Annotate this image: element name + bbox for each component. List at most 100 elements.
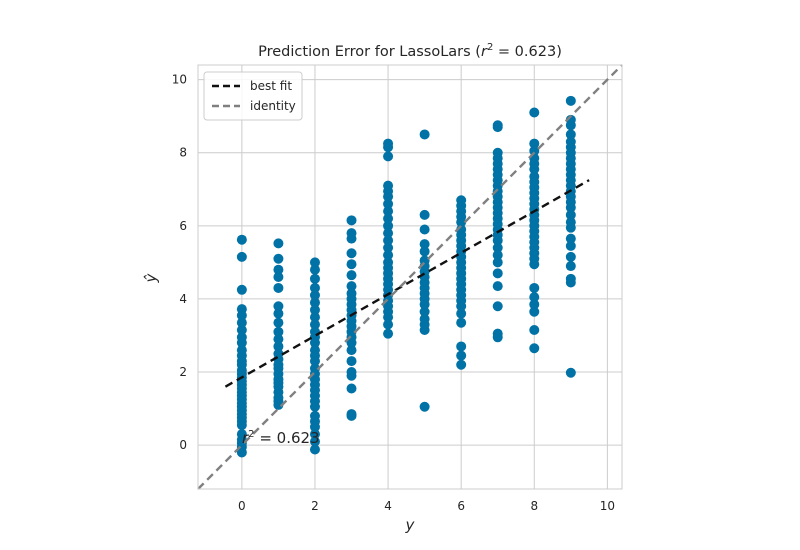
data-point bbox=[419, 209, 430, 220]
data-point bbox=[236, 284, 247, 295]
data-point bbox=[529, 343, 540, 354]
data-point bbox=[273, 341, 284, 352]
data-point bbox=[346, 233, 357, 244]
y-tick-label: 10 bbox=[172, 73, 187, 87]
data-point bbox=[383, 328, 394, 339]
data-point bbox=[492, 332, 503, 343]
data-point bbox=[236, 251, 247, 262]
x-tick-label: 2 bbox=[311, 499, 319, 513]
x-axis-label: y bbox=[405, 516, 416, 534]
y-tick-label: 4 bbox=[179, 292, 187, 306]
data-point bbox=[565, 202, 576, 213]
r2-annotation: r2 = 0.623 bbox=[242, 429, 320, 447]
data-point bbox=[456, 308, 467, 319]
data-point bbox=[492, 235, 503, 246]
best-fit-line bbox=[224, 179, 590, 388]
data-point bbox=[346, 370, 357, 381]
identity-line bbox=[197, 64, 623, 490]
data-point bbox=[529, 306, 540, 317]
data-point bbox=[273, 253, 284, 264]
data-point bbox=[346, 281, 357, 292]
data-point bbox=[419, 239, 430, 250]
data-point bbox=[273, 264, 284, 275]
data-point bbox=[236, 447, 247, 458]
data-point bbox=[273, 282, 284, 293]
data-point bbox=[309, 429, 320, 440]
data-point bbox=[309, 264, 320, 275]
x-tick-label: 10 bbox=[600, 499, 615, 513]
data-point bbox=[529, 292, 540, 303]
data-point bbox=[529, 138, 540, 149]
x-tick-label: 8 bbox=[530, 499, 538, 513]
data-point bbox=[529, 145, 540, 156]
data-point bbox=[565, 129, 576, 140]
data-point bbox=[456, 359, 467, 370]
data-point bbox=[492, 122, 503, 133]
data-point bbox=[236, 234, 247, 245]
data-points bbox=[236, 95, 576, 458]
data-point bbox=[383, 151, 394, 162]
data-point bbox=[383, 220, 394, 231]
data-point bbox=[383, 250, 394, 261]
data-point bbox=[273, 272, 284, 282]
data-point bbox=[529, 164, 540, 175]
data-point bbox=[273, 399, 284, 410]
y-tick-label: 8 bbox=[179, 146, 187, 160]
data-point bbox=[346, 356, 357, 367]
y-tick-label: 6 bbox=[179, 219, 187, 233]
data-point bbox=[346, 337, 357, 348]
plot-frame bbox=[197, 64, 623, 490]
fit-lines bbox=[197, 64, 623, 490]
data-point bbox=[309, 436, 320, 447]
data-point bbox=[565, 367, 576, 378]
data-point bbox=[309, 337, 320, 348]
x-tick-label: 0 bbox=[238, 499, 246, 513]
data-point bbox=[309, 273, 320, 284]
data-point bbox=[346, 345, 357, 356]
data-point bbox=[456, 217, 467, 228]
data-point bbox=[492, 250, 503, 261]
data-point bbox=[273, 301, 284, 312]
data-point bbox=[492, 268, 503, 279]
legend-box bbox=[203, 71, 303, 121]
data-point bbox=[529, 282, 540, 293]
data-point bbox=[565, 209, 576, 220]
legend: best fit identity bbox=[203, 71, 303, 121]
chart-title: Prediction Error for LassoLars (r2 = 0.6… bbox=[258, 42, 562, 60]
data-point bbox=[383, 191, 394, 202]
legend-best-fit-label: best fit bbox=[250, 79, 292, 93]
data-point bbox=[273, 238, 284, 249]
data-point bbox=[565, 240, 576, 251]
data-point bbox=[456, 301, 467, 312]
data-point bbox=[309, 421, 320, 432]
legend-identity-label: identity bbox=[250, 99, 296, 113]
data-point bbox=[309, 290, 320, 301]
data-point bbox=[383, 213, 394, 224]
data-point bbox=[383, 235, 394, 246]
data-point bbox=[456, 350, 467, 361]
data-point bbox=[346, 383, 357, 394]
data-point bbox=[529, 299, 540, 310]
data-point bbox=[565, 277, 576, 288]
data-point bbox=[529, 259, 540, 270]
data-point bbox=[492, 257, 503, 268]
data-point bbox=[383, 242, 394, 253]
data-point bbox=[273, 308, 284, 319]
data-point bbox=[309, 312, 320, 323]
data-point bbox=[419, 401, 430, 412]
data-point bbox=[346, 215, 357, 226]
data-point bbox=[346, 248, 357, 259]
data-point bbox=[309, 257, 320, 268]
data-point bbox=[492, 281, 503, 292]
data-point bbox=[309, 356, 320, 367]
data-point bbox=[565, 120, 576, 131]
data-point bbox=[383, 319, 394, 330]
x-tick-label: 4 bbox=[384, 499, 392, 513]
data-point bbox=[419, 246, 430, 257]
data-point bbox=[309, 304, 320, 315]
y-axis-label: ŷ bbox=[142, 272, 160, 283]
data-point bbox=[273, 326, 284, 337]
data-point bbox=[273, 334, 284, 345]
data-point bbox=[419, 299, 430, 310]
